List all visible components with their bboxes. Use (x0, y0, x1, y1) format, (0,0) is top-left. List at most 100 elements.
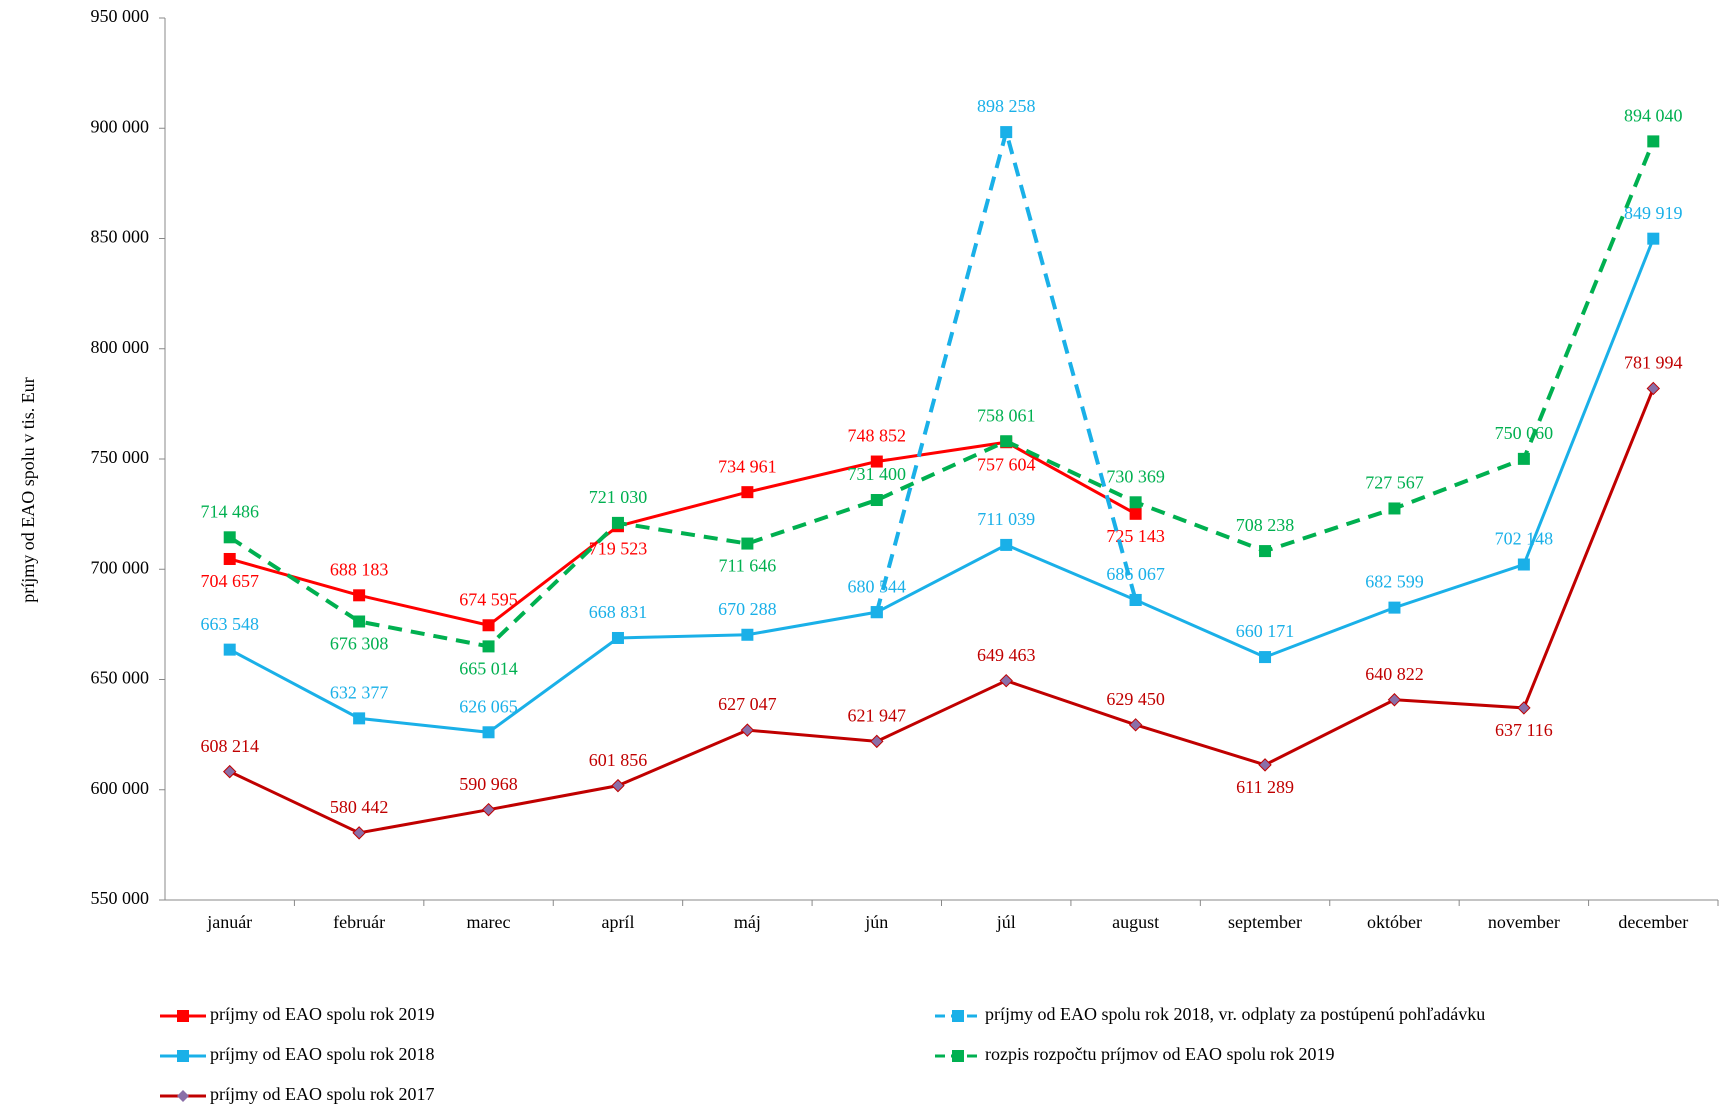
x-tick-label: september (1228, 912, 1302, 932)
x-tick-label: február (333, 912, 385, 932)
marker (999, 673, 1013, 688)
marker (1128, 718, 1143, 732)
marker (870, 494, 883, 507)
legend-marker (177, 1010, 189, 1022)
marker (353, 712, 366, 725)
value-label: 711 646 (718, 556, 776, 576)
value-label: 629 450 (1106, 689, 1165, 709)
legend-marker (952, 1010, 964, 1022)
marker (1387, 693, 1402, 707)
legend-marker (177, 1050, 189, 1062)
marker (482, 619, 495, 632)
y-tick-label: 600 000 (91, 778, 150, 798)
value-label: 660 171 (1236, 621, 1295, 641)
value-label: 731 400 (848, 464, 907, 484)
y-tick-label: 850 000 (91, 227, 150, 247)
value-label: 757 604 (977, 454, 1036, 474)
x-tick-label: apríl (601, 912, 634, 932)
x-tick-label: máj (734, 912, 761, 932)
marker (1000, 435, 1013, 448)
value-label: 640 822 (1365, 664, 1424, 684)
legend-marker (177, 1090, 189, 1102)
y-tick-label: 700 000 (91, 557, 150, 577)
marker (870, 606, 883, 619)
marker (1129, 593, 1142, 606)
marker (1517, 558, 1530, 571)
value-label: 894 040 (1624, 106, 1683, 126)
marker (482, 726, 495, 739)
value-label: 849 919 (1624, 203, 1683, 223)
value-label: 714 486 (200, 501, 259, 521)
value-label: 898 258 (977, 96, 1036, 116)
marker (870, 734, 884, 749)
value-label: 727 567 (1365, 473, 1424, 493)
value-label: 580 442 (330, 797, 389, 817)
legend-label: príjmy od EAO spolu rok 2017 (210, 1084, 435, 1104)
marker (223, 531, 236, 544)
value-label: 730 369 (1106, 466, 1165, 486)
marker (1388, 502, 1401, 515)
value-label: 708 238 (1236, 515, 1295, 535)
value-label: 704 657 (200, 571, 259, 591)
marker (1646, 381, 1660, 396)
marker (482, 640, 495, 653)
value-label: 711 039 (977, 509, 1035, 529)
value-label: 611 289 (1236, 777, 1294, 797)
marker (1517, 452, 1530, 465)
legend-label: príjmy od EAO spolu rok 2018 (210, 1044, 435, 1064)
series-line (229, 387, 1655, 835)
y-axis-label: príjmy od EAO spolu v tis. Eur (18, 377, 38, 603)
y-tick-label: 650 000 (91, 668, 150, 688)
value-label: 674 595 (459, 589, 518, 609)
y-tick-label: 950 000 (91, 6, 150, 26)
value-label: 601 856 (589, 750, 648, 770)
marker (611, 516, 624, 529)
value-label: 608 214 (200, 736, 259, 756)
marker (1647, 135, 1660, 148)
x-tick-label: august (1112, 912, 1159, 932)
y-tick-label: 550 000 (91, 888, 150, 908)
marker (1129, 507, 1142, 520)
x-tick-label: november (1488, 912, 1560, 932)
value-label: 626 065 (459, 696, 518, 716)
value-label: 750 060 (1495, 423, 1554, 443)
value-label: 719 523 (589, 538, 648, 558)
series-line (229, 440, 1137, 627)
x-tick-label: január (206, 912, 252, 932)
value-label: 734 961 (718, 456, 777, 476)
value-label: 758 061 (977, 405, 1036, 425)
x-tick-label: júl (996, 912, 1016, 932)
legend-marker (952, 1050, 964, 1062)
marker (741, 628, 754, 641)
series-line (228, 140, 1656, 649)
value-label: 590 968 (459, 774, 518, 794)
marker (870, 455, 883, 468)
marker (1258, 758, 1272, 772)
value-label: 682 599 (1365, 572, 1424, 592)
value-label: 721 030 (589, 487, 648, 507)
y-tick-label: 900 000 (91, 116, 150, 136)
value-label: 748 852 (848, 426, 907, 446)
x-tick-label: december (1618, 912, 1688, 932)
value-label: 632 377 (330, 682, 389, 702)
series-line (229, 238, 1655, 734)
marker (1388, 601, 1401, 614)
marker (741, 486, 754, 499)
marker (740, 723, 755, 737)
marker (352, 826, 366, 840)
series-line (874, 124, 1138, 613)
value-label: 665 014 (459, 659, 518, 679)
value-label: 686 067 (1106, 564, 1165, 584)
marker (1259, 651, 1272, 664)
value-label: 668 831 (589, 602, 648, 622)
marker (481, 802, 496, 817)
marker (1000, 126, 1013, 139)
marker (353, 589, 366, 602)
value-label: 680 544 (848, 576, 907, 596)
value-label: 649 463 (977, 645, 1036, 665)
legend-label: príjmy od EAO spolu rok 2018, vr. odplat… (985, 1004, 1485, 1024)
marker (223, 552, 236, 565)
value-label: 670 288 (718, 599, 777, 619)
marker (1517, 701, 1531, 715)
